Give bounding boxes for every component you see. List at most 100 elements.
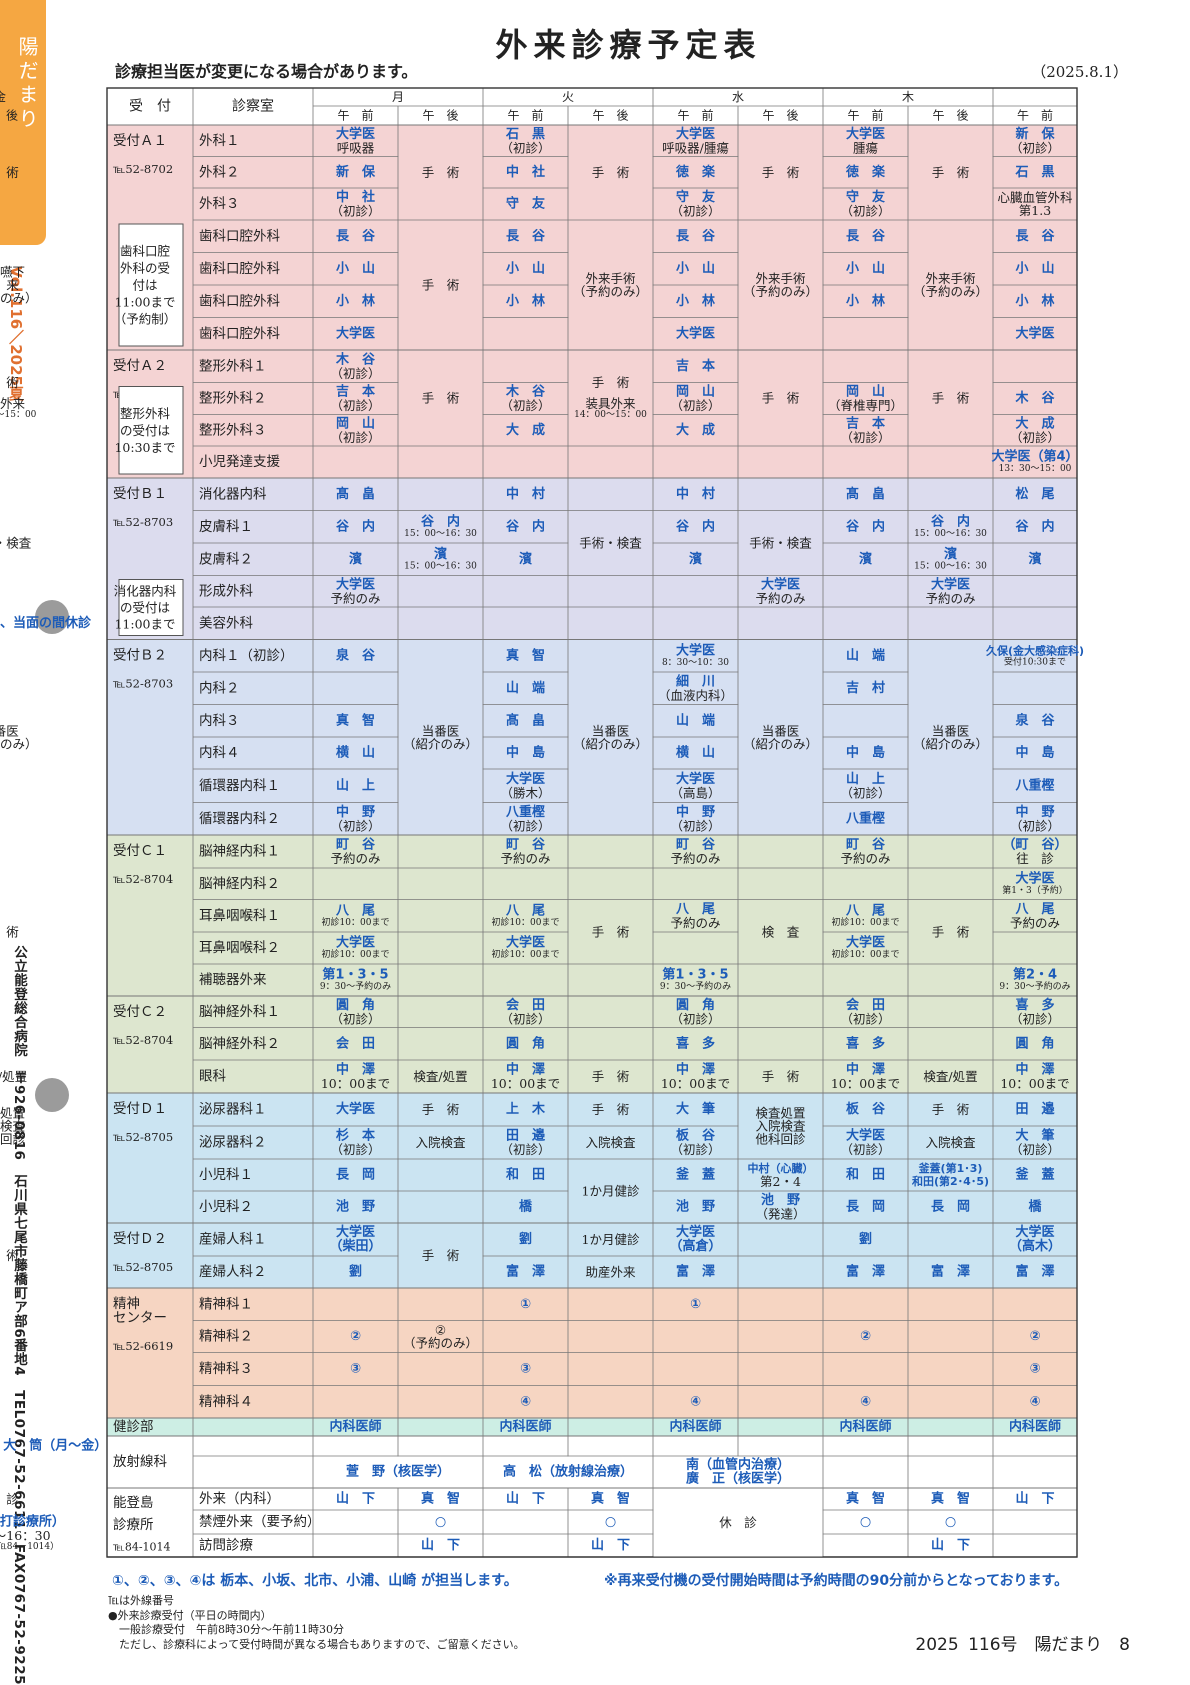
doctor-name: 濱: [689, 551, 702, 567]
doctor-name: 池 野: [676, 1199, 715, 1215]
merged-cell-bg: [738, 350, 823, 446]
doctor-name: 長 岡: [336, 1168, 375, 1183]
reception-label: 受付Ｃ２: [113, 1004, 167, 1020]
reception-note: 整形外科: [120, 406, 171, 421]
schedule-note: 手 術: [932, 391, 970, 406]
doctor-name: 濱: [349, 551, 362, 567]
schedule-note: （発達）: [755, 1207, 805, 1222]
merged-cell-bg: [653, 1456, 823, 1488]
doctor-name: 喜 多: [1015, 997, 1054, 1013]
schedule-note: 他科回診: [0, 1132, 25, 1147]
doctor-name: 中 島: [506, 745, 545, 761]
room-name: 産婦人科１: [199, 1231, 267, 1248]
schedule-note: 初診10：00まで: [832, 948, 900, 960]
doctor-name: 大学医: [336, 325, 375, 341]
room-name: 脳神経外科１: [199, 1004, 280, 1020]
reception-label: センター: [113, 1310, 167, 1326]
doctor-name: 橋: [519, 1199, 533, 1215]
merged-cell-bg: [908, 125, 993, 220]
merged-cell-bg: [568, 640, 653, 835]
room-name: 循環器内科２: [199, 811, 280, 827]
doctor-name: 南（血管内治療）: [686, 1457, 790, 1473]
schedule-note: 呼吸器/腫瘍: [662, 140, 729, 155]
doctor-name: 中 野: [336, 804, 375, 820]
doctor-name: 中 社: [506, 164, 545, 180]
schedule-note: （初診）: [500, 1142, 550, 1157]
schedule-note: （紹介のみ）: [913, 736, 988, 751]
room-name: 循環器内科１: [199, 778, 280, 794]
reception-label: ℡84-1014: [112, 1541, 171, 1554]
room-name: 消化器内科: [199, 486, 267, 502]
schedule-note: 初診10：00まで: [322, 916, 390, 928]
doctor-name: 杉 本: [336, 1128, 375, 1144]
doctor-name: 真 智: [931, 1491, 970, 1507]
room-name: 眼科: [199, 1069, 226, 1085]
schedule-note: （予約のみ）: [0, 291, 38, 306]
doctor-name: 山 下: [931, 1537, 970, 1553]
doctor-name: 町 谷: [506, 837, 546, 853]
pm-header: 午 後: [762, 109, 798, 123]
schedule-note: 入院検査: [0, 1119, 25, 1134]
room-name: 外科２: [199, 164, 240, 180]
doctor-name: 和 田: [846, 1167, 885, 1183]
volume-label: Vol.116／2025夏: [7, 266, 25, 401]
pm-header: 午 後: [932, 109, 968, 123]
doctor-name: ※山下（鉗打診療所）: [0, 1514, 65, 1530]
doctor-name: 小 山: [676, 260, 715, 276]
doctor-name: 新 保: [336, 164, 376, 180]
schedule-note: 1か月健診: [582, 1184, 640, 1199]
room-name: 皮膚科１: [199, 519, 253, 535]
merged-cell-bg: [738, 511, 823, 575]
doctor-name: 長 谷: [846, 228, 886, 244]
doctor-name: 内科医師: [499, 1419, 551, 1435]
note-line: ただし、診療科によって受付時間が異なる場合もありますので、ご留意ください。: [108, 1637, 525, 1651]
room-name: 精神科４: [199, 1394, 253, 1410]
schedule-note: 検査/処置: [923, 1069, 977, 1084]
schedule-note: （初診）: [330, 1011, 380, 1026]
schedule-note: （初診）: [840, 1142, 890, 1157]
schedule-note: ②: [435, 1323, 446, 1338]
doctor-name: 内科医師: [329, 1419, 381, 1435]
doctor-name: 第2・4: [1013, 967, 1057, 983]
doctor-name: 細 川: [676, 673, 715, 689]
reception-note: 10:30まで: [114, 440, 175, 455]
schedule-note: 手 術: [0, 165, 19, 180]
merged-cell-bg: [908, 350, 993, 446]
doctor-name: 釜 蓋: [1014, 1167, 1054, 1183]
doctor-name: 守 友: [846, 189, 885, 205]
schedule-note: （初診）: [330, 818, 380, 833]
merged-cell-bg: [908, 640, 993, 835]
schedule-note: 当番医: [422, 723, 460, 738]
schedule-note: （初診）: [670, 398, 720, 413]
reception-hours-notes: ℡は外線番号 ●外来診療受付（平日の時間内） 一般診療受付 午前8時30分～午前…: [108, 1594, 525, 1652]
merged-cell-bg: [908, 900, 993, 964]
doctor-name: 長 岡: [846, 1200, 885, 1215]
room-name: 小児科１: [199, 1167, 253, 1183]
reception-label: ℡52-8703: [112, 515, 173, 529]
schedule-note: 摂食嚥下: [0, 265, 25, 280]
doctor-name: 八重樫: [845, 810, 885, 826]
reception-label: ℡52-8704: [112, 872, 173, 886]
doctor-name: 大学医: [336, 576, 375, 592]
merged-cell-bg: [483, 1456, 653, 1488]
reception-label: 受付Ｃ１: [113, 843, 167, 859]
schedule-note: （初診）: [670, 204, 720, 219]
reception-label: 受付Ｂ２: [113, 648, 167, 664]
reception-label: ℡52-8705: [112, 1130, 173, 1144]
doctor-name: 小 林: [336, 293, 375, 309]
schedule-note: 第2・4: [760, 1174, 801, 1189]
schedule-note: （紹介のみ）: [403, 736, 478, 751]
doctor-name: 中 澤: [846, 1062, 885, 1078]
doctor-name: ○: [605, 1515, 616, 1530]
schedule-note: （初診）: [670, 1011, 720, 1026]
room-name: 外科３: [199, 196, 240, 212]
schedule-note: 外 来: [0, 278, 19, 293]
doctor-name: 大 成: [1015, 415, 1054, 431]
doctor-name: 富 澤: [931, 1264, 970, 1280]
reception-note-box: [118, 579, 184, 636]
doctor-name: 小 山: [336, 260, 375, 276]
schedule-note: 手 術: [932, 165, 970, 180]
reception-note: 付は: [132, 278, 157, 293]
room-name: 訪問診療: [199, 1537, 253, 1554]
reception-label: 診療所: [113, 1516, 154, 1533]
